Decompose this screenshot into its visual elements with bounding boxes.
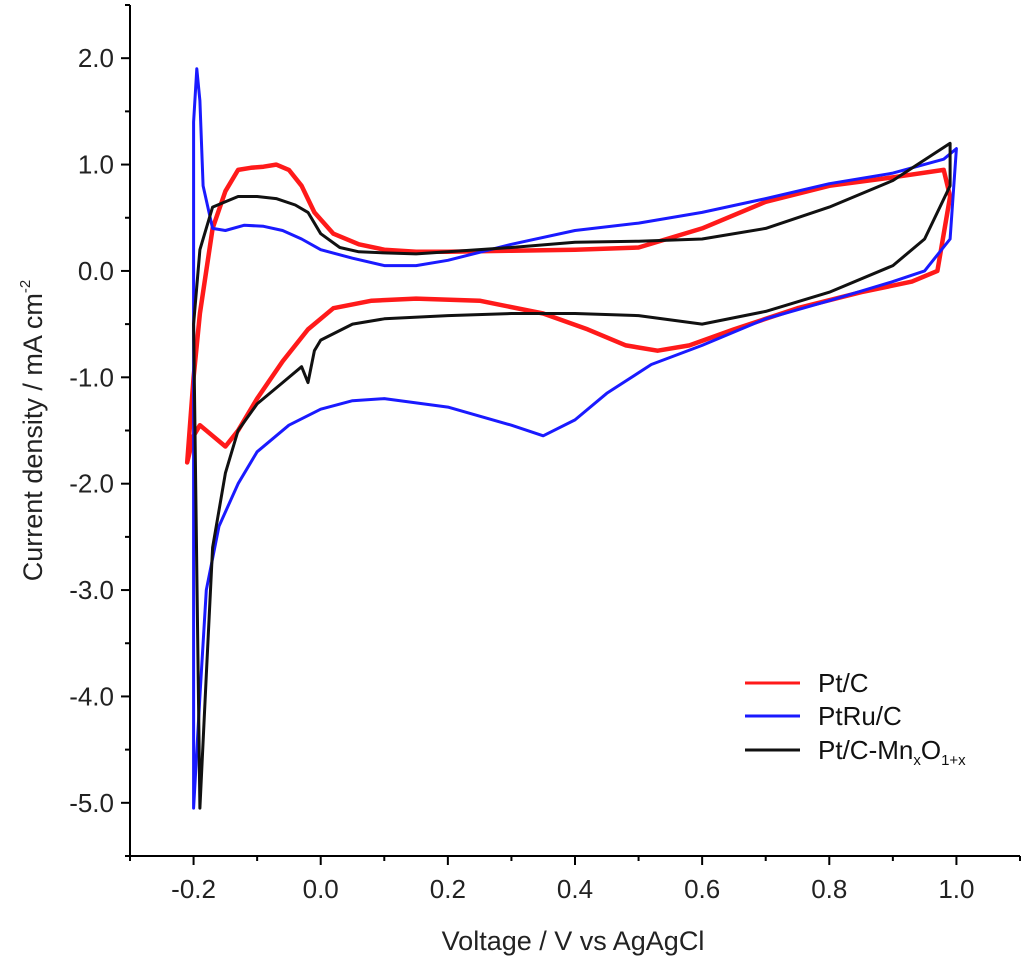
y-ticks: 2.0 1.0 0.0 -1.0 -2.0 -3.0 -4.0 -5.0 [69,4,130,857]
y-axis-title-main: Current density / mA cm [18,293,48,581]
x-tick-label: -0.2 [171,874,216,904]
y-tick-label: 0.0 [78,256,114,286]
legend-label-pt-c: Pt/C [818,668,869,698]
legend-label-ptru-c: PtRu/C [818,701,902,731]
x-tick-label: 0.8 [811,874,847,904]
x-tick-label: 0.4 [557,874,593,904]
y-tick-label: 1.0 [78,150,114,180]
y-tick-label: 2.0 [78,43,114,73]
legend-label-pt-c-mnxo: Pt/C-MnxO1+x [818,735,966,769]
x-tick-label: 0.6 [684,874,720,904]
x-tick-label: 0.2 [430,874,466,904]
y-axis-title-superscript: -2 [17,280,34,293]
series-layer [184,67,958,810]
legend: Pt/C PtRu/C Pt/C-MnxO1+x [745,668,966,769]
x-ticks: -0.2 0.0 0.2 0.4 0.6 0.8 1.0 [129,856,1021,904]
y-tick-label: -1.0 [69,362,114,392]
x-axis-title: Voltage / V vs AgAgCl [442,926,705,956]
y-tick-label: -3.0 [69,575,114,605]
y-tick-label: -5.0 [69,788,114,818]
legend-item-pt-c-mnxo: Pt/C-MnxO1+x [745,735,966,769]
legend-label-part-1: Pt/C-Mn [818,735,913,765]
series-line-pt-c [184,162,953,465]
legend-item-ptru-c: PtRu/C [745,701,902,731]
y-tick-label: -2.0 [69,469,114,499]
y-axis-title: Current density / mA cm-2 [17,280,48,581]
x-tick-label: 0.0 [303,874,339,904]
legend-item-pt-c: Pt/C [745,668,869,698]
series-line-ptru-c [192,67,958,810]
y-tick-label: -4.0 [69,681,114,711]
legend-label-sub-2: 1+x [941,752,966,769]
series-line-pt-c-mnxo [192,141,952,810]
x-tick-label: 1.0 [938,874,974,904]
legend-label-sub-1: x [913,752,921,769]
legend-label-part-2: O [921,735,941,765]
